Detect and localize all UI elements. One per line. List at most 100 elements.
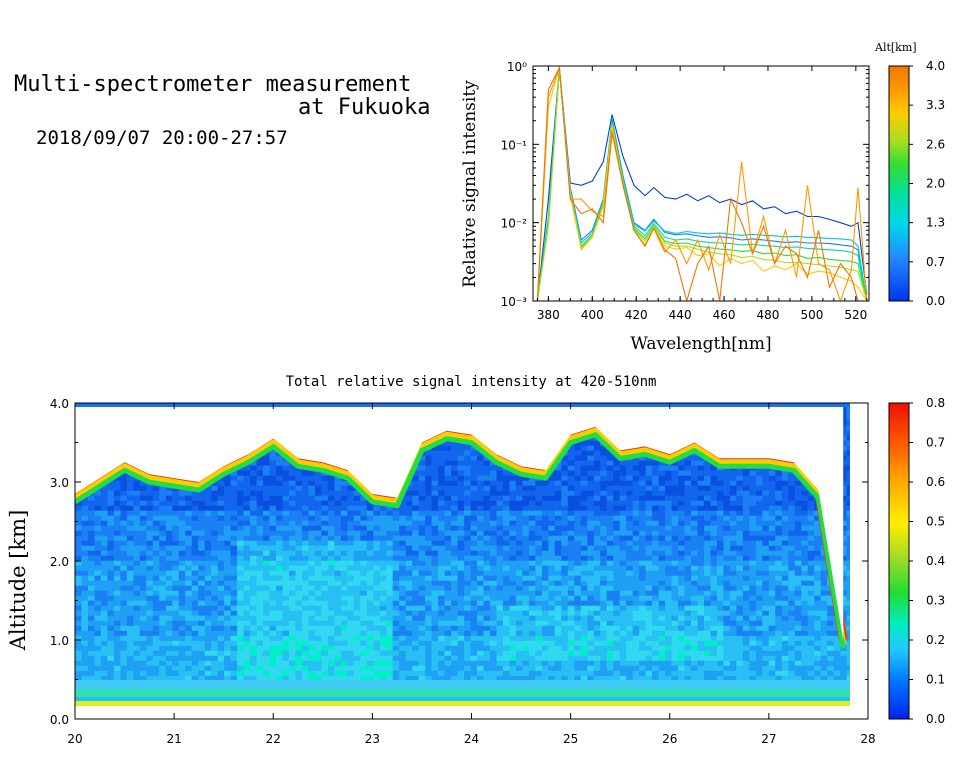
heatmap-cell: [198, 500, 205, 506]
heatmap-cell: [418, 580, 426, 586]
heatmap-cell: [555, 395, 562, 401]
heatmap-cell: [438, 555, 445, 561]
heatmap-cell: [185, 590, 192, 596]
heatmap-cell: [340, 655, 348, 661]
heatmap-cell: [477, 465, 484, 471]
heatmap-cell: [483, 620, 491, 626]
heatmap-cell: [399, 585, 406, 591]
heatmap-cell: [146, 670, 154, 676]
heatmap-cell: [386, 575, 394, 581]
heatmap-cell: [139, 535, 147, 541]
heatmap-cell: [165, 530, 173, 536]
heatmap-cell: [126, 590, 134, 596]
heatmap-cell: [211, 655, 218, 661]
heatmap-cell: [392, 655, 400, 661]
heatmap-cell: [282, 615, 290, 621]
heatmap-cell: [347, 635, 355, 641]
heatmap-cell: [496, 655, 504, 661]
heatmap-cell: [554, 590, 562, 596]
heatmap-cell: [451, 470, 458, 476]
heatmap-cell: [412, 655, 419, 661]
heatmap-cell: [224, 650, 231, 656]
heatmap-cell: [490, 655, 497, 661]
heatmap-cell: [360, 630, 368, 636]
heatmap-cell: [217, 615, 225, 621]
heatmap-cell: [360, 515, 368, 521]
heatmap-cell: [464, 560, 471, 566]
heatmap-cell: [269, 605, 277, 611]
heatmap-cell: [314, 605, 322, 611]
heatmap-cell: [198, 505, 205, 511]
heatmap-cell: [405, 575, 413, 581]
heatmap-cell: [276, 475, 283, 481]
heatmap-cell: [567, 515, 575, 521]
heatmap-cell: [178, 580, 186, 586]
heatmap-cell: [528, 545, 536, 551]
heatmap-cell: [75, 530, 82, 536]
heatmap-cell: [243, 565, 251, 571]
heatmap-cell: [587, 635, 595, 641]
heatmap-cell: [548, 655, 556, 661]
heatmap-cell: [593, 655, 601, 661]
heatmap-cell: [490, 645, 497, 651]
heatmap-cell: [477, 580, 484, 586]
heatmap-cell: [107, 590, 115, 596]
heatmap-cell: [457, 550, 465, 556]
heatmap-cell: [243, 570, 251, 576]
heatmap-cell: [554, 565, 562, 571]
heatmap-cell: [366, 650, 374, 656]
heatmap-cell: [314, 595, 322, 601]
heatmap-cell: [75, 395, 82, 401]
heatmap-cell: [159, 550, 167, 556]
heatmap-cell: [276, 675, 283, 681]
heatmap-cell: [302, 630, 309, 636]
heatmap-cell: [535, 655, 543, 661]
heatmap-cell: [88, 395, 95, 401]
heatmap-cell: [211, 585, 218, 591]
heatmap-cell: [347, 585, 355, 591]
heatmap-cell: [198, 635, 205, 641]
heatmap-cell: [295, 475, 303, 481]
heatmap-cell: [366, 585, 374, 591]
heatmap-cell: [464, 635, 471, 641]
heatmap-cell: [126, 585, 134, 591]
heatmap-cell: [243, 580, 251, 586]
heatmap-cell: [224, 495, 231, 501]
heatmap-cell: [470, 490, 478, 496]
heatmap-cell: [75, 535, 82, 541]
heatmap-cell: [366, 580, 374, 586]
heatmap-cell: [263, 525, 270, 531]
x-tick-label: 400: [581, 308, 604, 322]
heatmap-cell: [451, 520, 458, 526]
heatmap-cell: [146, 650, 154, 656]
heatmap-cell: [438, 595, 445, 601]
heatmap-cell: [237, 600, 244, 606]
heatmap-cell: [133, 530, 141, 536]
heatmap-cell: [269, 505, 277, 511]
heatmap-cell: [360, 595, 368, 601]
heatmap-cell: [334, 510, 342, 516]
heatmap-cell: [567, 600, 575, 606]
heatmap-cell: [237, 515, 244, 521]
heatmap-cell: [334, 540, 342, 546]
heatmap-cell: [347, 395, 354, 401]
heatmap-cell: [250, 555, 257, 561]
heatmap-cell: [477, 590, 484, 596]
heatmap-cell: [314, 675, 322, 681]
heatmap-cell: [438, 620, 445, 626]
heatmap-cell: [81, 570, 89, 576]
heatmap-cell: [165, 675, 173, 681]
heatmap-cell: [496, 645, 504, 651]
heatmap-cell: [412, 595, 419, 601]
heatmap-cell: [522, 565, 530, 571]
heatmap-cell: [256, 595, 264, 601]
y-tick-label: 10⁰: [507, 60, 527, 74]
heatmap-cell: [334, 670, 342, 676]
heatmap-cell: [522, 670, 530, 676]
heatmap-cell: [451, 495, 458, 501]
heatmap-cell: [314, 620, 322, 626]
heatmap-cell: [276, 460, 283, 466]
heatmap-cell: [548, 665, 556, 671]
heatmap-cell: [217, 620, 225, 626]
heatmap-cell: [302, 605, 309, 611]
